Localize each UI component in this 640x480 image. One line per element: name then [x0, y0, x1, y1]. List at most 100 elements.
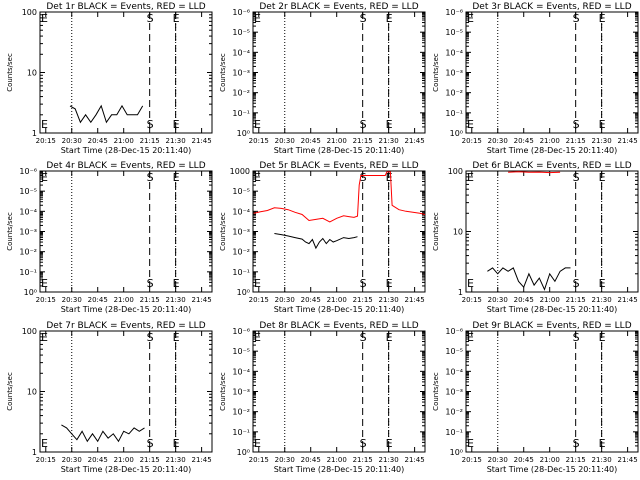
x-tick-label: 21:45: [405, 296, 425, 304]
marker-label-top: S: [573, 12, 580, 25]
x-tick-label: 21:30: [166, 137, 186, 145]
marker-label-bottom: E: [599, 118, 606, 131]
x-tick-label: 20:15: [36, 456, 56, 464]
plot-frame: [465, 170, 639, 293]
y-axis-label: Counts/sec: [432, 372, 440, 411]
y-tick-label: 10⁻⁴: [445, 367, 463, 376]
y-tick-label: 10⁻³: [445, 69, 463, 78]
x-tick-label: 20:15: [462, 296, 482, 304]
marker-label-bottom: S: [147, 437, 154, 450]
y-axis-label: Counts/sec: [6, 212, 14, 251]
y-axis-label: Counts/sec: [432, 212, 440, 251]
y-tick-label: 10⁻³: [445, 388, 463, 397]
panel-title: Det 8r BLACK = Events, RED = LLD: [259, 321, 418, 331]
panel-title: Det 4r BLACK = Events, RED = LLD: [46, 161, 205, 171]
y-tick-label: 1000: [230, 167, 250, 176]
x-tick-label: 20:30: [275, 456, 295, 464]
x-tick-label: 21:00: [114, 456, 134, 464]
marker-label-top: S: [147, 171, 154, 184]
x-axis-label: Start Time (28-Dec-15 20:11:40): [274, 146, 405, 155]
marker-label-top: E: [173, 171, 180, 184]
x-tick-label: 20:30: [275, 296, 295, 304]
x-tick-label: 21:30: [166, 456, 186, 464]
x-tick-label: 21:45: [618, 137, 638, 145]
marker-label-top: E: [386, 12, 393, 25]
y-axis-label: Counts/sec: [219, 372, 227, 411]
marker-label-top: E: [41, 171, 48, 184]
x-tick-label: 21:15: [353, 137, 373, 145]
x-tick-label: 20:45: [514, 456, 534, 464]
y-tick-label: 10⁻⁶: [232, 8, 250, 17]
y-axis-label: Counts/sec: [219, 53, 227, 92]
y-tick-label: 10⁻⁵: [445, 28, 463, 37]
x-tick-label: 21:30: [379, 296, 399, 304]
marker-label-bottom: E: [254, 277, 261, 290]
marker-label-bottom: E: [386, 277, 393, 290]
marker-label-bottom: E: [254, 437, 261, 450]
marker-label-top: E: [386, 171, 393, 184]
y-tick-label: 10⁻³: [19, 228, 37, 237]
y-tick-label: 10⁰: [24, 288, 37, 297]
marker-label-bottom: S: [360, 437, 367, 450]
x-tick-label: 20:30: [62, 296, 82, 304]
x-tick-label: 21:15: [353, 296, 373, 304]
y-tick-label: 10⁻⁴: [232, 367, 250, 376]
x-tick-label: 20:15: [249, 296, 269, 304]
y-tick-label: 10⁻⁵: [232, 187, 250, 196]
x-tick-label: 21:15: [566, 137, 586, 145]
x-tick-label: 21:30: [379, 456, 399, 464]
marker-label-top: S: [573, 331, 580, 344]
y-tick-label: 10⁻³: [232, 69, 250, 78]
x-tick-label: 20:30: [488, 456, 508, 464]
marker-label-bottom: E: [467, 437, 474, 450]
x-tick-label: 20:45: [88, 296, 108, 304]
y-tick-label: 10⁻⁶: [19, 167, 37, 176]
y-tick-label: 10⁻⁵: [232, 28, 250, 37]
y-tick-label: 10⁻⁶: [445, 8, 463, 17]
marker-label-top: E: [599, 331, 606, 344]
x-tick-label: 21:15: [140, 137, 160, 145]
y-tick-label: 10⁻⁴: [232, 48, 250, 57]
x-tick-label: 21:45: [618, 456, 638, 464]
x-axis-label: Start Time (28-Dec-15 20:11:40): [61, 146, 192, 155]
x-tick-label: 21:45: [405, 137, 425, 145]
panel-title: Det 9r BLACK = Events, RED = LLD: [472, 321, 631, 331]
x-tick-label: 21:00: [540, 296, 560, 304]
marker-label-top: S: [360, 331, 367, 344]
x-tick-label: 20:30: [62, 137, 82, 145]
panel-4: Det 4r BLACK = Events, RED = LLD Counts/s…: [6, 161, 213, 314]
y-tick-label: 10⁻¹: [445, 109, 463, 118]
marker-label-top: E: [173, 12, 180, 25]
y-tick-label: 10⁻¹: [19, 268, 37, 277]
panel-2: Det 2r BLACK = Events, RED = LLD Counts/s…: [219, 2, 426, 155]
y-axis-label: Counts/sec: [219, 212, 227, 251]
x-tick-label: 20:30: [488, 137, 508, 145]
x-tick-label: 21:00: [114, 296, 134, 304]
x-tick-label: 21:00: [114, 137, 134, 145]
marker-label-bottom: S: [147, 277, 154, 290]
x-tick-label: 21:15: [566, 296, 586, 304]
plot-frame: [39, 330, 213, 453]
y-tick-label: 10⁰: [237, 288, 250, 297]
marker-label-top: E: [386, 331, 393, 344]
y-tick-label: 10⁰: [450, 448, 463, 457]
panel-title: Det 2r BLACK = Events, RED = LLD: [259, 2, 418, 12]
panel-9: Det 9r BLACK = Events, RED = LLD Counts/s…: [432, 321, 639, 474]
y-tick-label: 10⁻²: [445, 408, 463, 417]
y-tick-label: 10⁻²: [232, 248, 250, 257]
marker-label-bottom: E: [254, 118, 261, 131]
x-tick-label: 20:15: [36, 296, 56, 304]
marker-label-bottom: S: [360, 118, 367, 131]
panel-3: Det 3r BLACK = Events, RED = LLD Counts/s…: [432, 2, 639, 155]
x-tick-label: 21:30: [166, 296, 186, 304]
plot-frame: [39, 11, 213, 134]
marker-label-bottom: S: [573, 118, 580, 131]
x-tick-label: 21:30: [379, 137, 399, 145]
y-axis-label: Counts/sec: [432, 53, 440, 92]
panel-title: Det 3r BLACK = Events, RED = LLD: [472, 2, 631, 12]
y-tick-label: 10⁻²: [445, 89, 463, 98]
panel-7: Det 7r BLACK = Events, RED = LLD Counts/s…: [6, 321, 213, 474]
marker-label-top: E: [173, 331, 180, 344]
y-tick-label: 10⁰: [237, 129, 250, 138]
